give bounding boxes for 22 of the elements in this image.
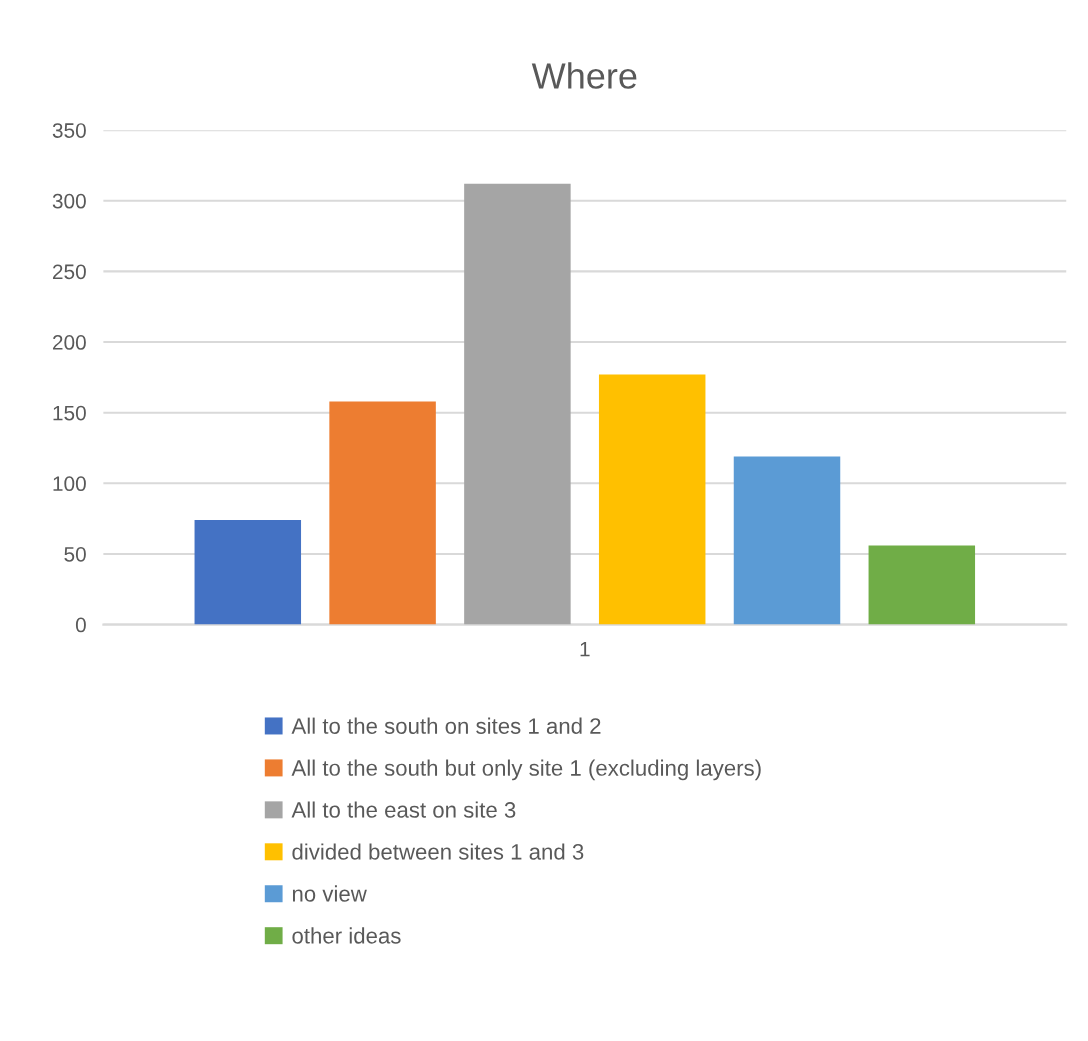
- legend-label: no view: [292, 885, 367, 902]
- bar: [598, 374, 706, 625]
- legend-label: All to the south on sites 1 and 2: [291, 717, 601, 734]
- bar: [733, 456, 841, 625]
- legend-label: All to the south but only site 1 (excluding layers): [291, 759, 761, 781]
- y-tick-label: 50: [64, 546, 86, 562]
- bar: [464, 183, 571, 625]
- bar: [194, 520, 302, 625]
- y-tick-label: 350: [52, 123, 86, 138]
- x-tick-label: 1: [580, 642, 590, 657]
- legend-label: All to the east on site 3: [291, 801, 516, 818]
- bar: [868, 545, 976, 625]
- y-tick-label: 150: [53, 405, 86, 421]
- y-tick-label: 200: [52, 335, 86, 350]
- chart-title: Where: [531, 62, 637, 89]
- y-tick-label: 300: [52, 193, 86, 209]
- y-tick-label: 250: [52, 264, 86, 280]
- y-tick-label: 100: [53, 476, 86, 492]
- legend-label: divided between sites 1 and 3: [292, 843, 584, 860]
- y-tick-label: 0: [75, 617, 86, 633]
- bar: [329, 401, 436, 625]
- legend-label: other ideas: [292, 927, 401, 944]
